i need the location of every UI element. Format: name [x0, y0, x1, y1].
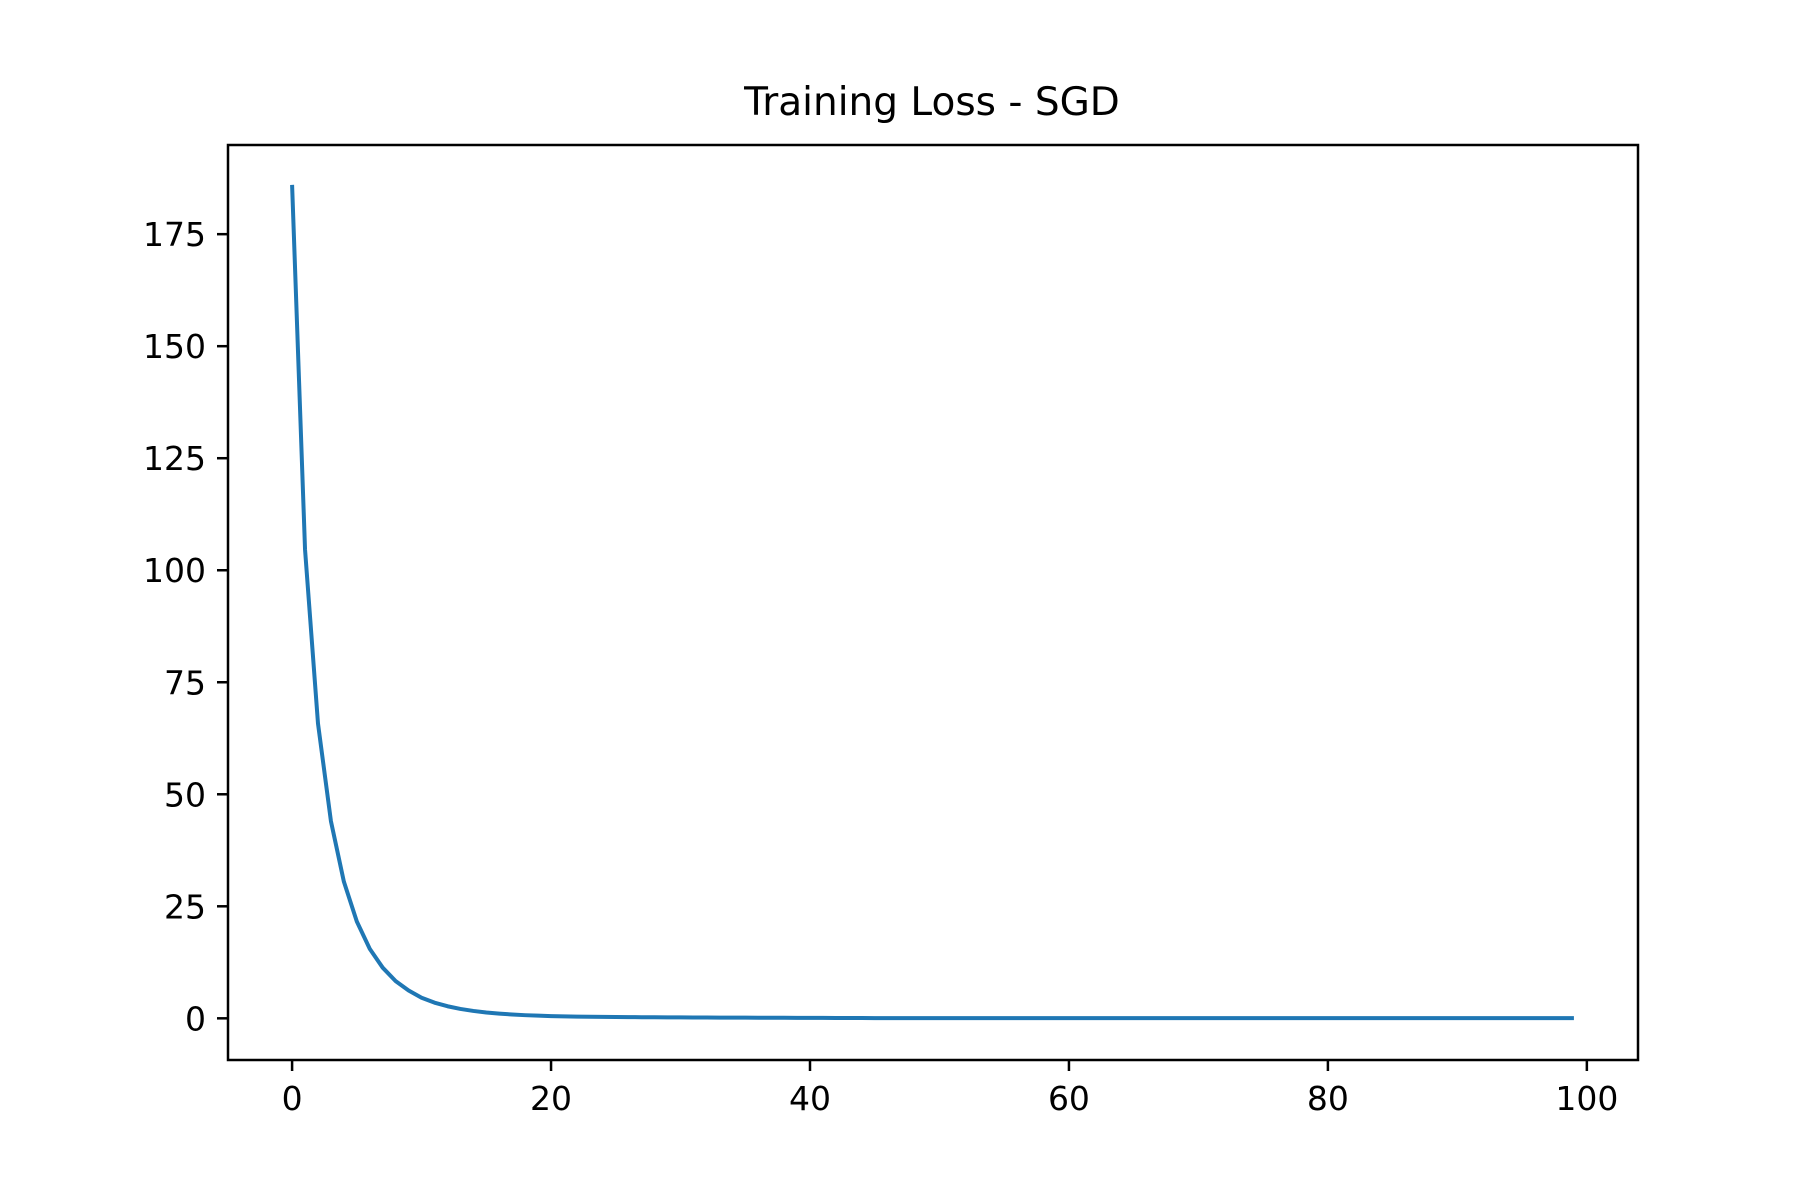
y-tick-label: 25 [164, 887, 206, 926]
x-tick-label: 20 [530, 1079, 572, 1118]
y-axis-ticks: 0 25 50 75 100 125 150 175 [143, 215, 228, 1038]
x-tick-label: 60 [1048, 1079, 1090, 1118]
y-tick-label: 0 [185, 999, 206, 1038]
plot-area-frame [226, 143, 1640, 1062]
y-tick-label: 75 [164, 663, 206, 702]
x-tick-label: 0 [282, 1079, 303, 1118]
y-tick-label: 100 [143, 551, 206, 590]
y-tick-label: 50 [164, 775, 206, 814]
y-tick-label: 175 [143, 215, 206, 254]
x-tick-label: 100 [1555, 1079, 1618, 1118]
loss-series-line [290, 184, 1574, 1021]
x-axis-ticks: 0 20 40 60 80 100 [282, 1060, 1618, 1118]
x-tick-label: 40 [789, 1079, 831, 1118]
chart-title: Training Loss - SGD [743, 80, 1120, 125]
y-tick-label: 125 [143, 439, 206, 478]
x-tick-label: 80 [1307, 1079, 1349, 1118]
y-tick-label: 150 [143, 327, 206, 366]
